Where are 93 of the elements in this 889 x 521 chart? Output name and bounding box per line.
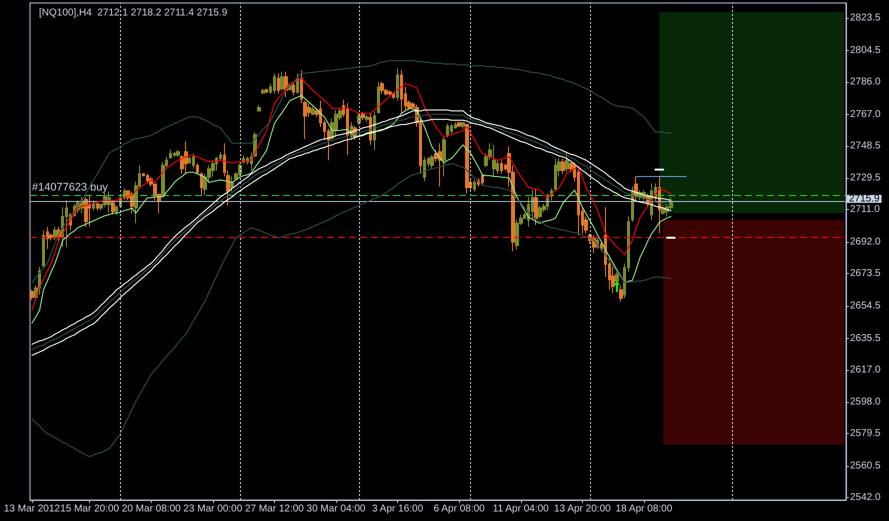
y-tick-label: 2560.5	[850, 460, 882, 472]
candlestick	[292, 81, 295, 96]
candlestick	[257, 104, 261, 112]
y-tick-label: 2654.5	[850, 300, 882, 312]
candlestick	[230, 176, 234, 192]
candlestick	[111, 200, 115, 216]
y-tick-label: 2767.0	[850, 108, 882, 120]
chart-title: [NQ100],H4 2712.1 2718.2 2711.4 2715.9	[39, 8, 228, 18]
x-tick-label: 15 Mar 20:00	[60, 504, 120, 514]
candlestick	[465, 123, 469, 194]
candlestick	[65, 200, 68, 248]
candlestick	[357, 112, 361, 126]
candlestick	[200, 172, 203, 196]
candlestick	[388, 90, 392, 96]
candlestick	[96, 202, 99, 212]
x-tick-label: 18 Apr 08:00	[616, 504, 673, 514]
candlestick	[146, 173, 149, 184]
y-tick-label: 2786.0	[850, 76, 882, 88]
candlestick	[442, 136, 446, 177]
line-series	[31, 60, 672, 284]
candlestick	[277, 72, 280, 94]
candlestick	[169, 148, 172, 160]
candlestick	[84, 196, 88, 228]
candlestick	[365, 114, 369, 122]
candlestick	[492, 144, 496, 177]
candlestick	[515, 219, 519, 250]
candlestick	[184, 141, 188, 174]
y-tick-label: 2598.0	[850, 396, 882, 408]
candlestick	[88, 194, 91, 228]
candlestick	[161, 161, 165, 197]
line-series	[31, 163, 672, 458]
y-tick-label: 2635.5	[850, 332, 882, 344]
candlestick	[92, 200, 95, 212]
y-tick-label: 2617.0	[850, 364, 882, 376]
candlestick	[265, 88, 268, 94]
candlestick	[538, 204, 542, 219]
candlestick	[423, 156, 426, 182]
candlestick	[334, 110, 338, 138]
y-tick-label: 2711.0	[850, 204, 880, 216]
candlestick	[42, 230, 45, 268]
candlestick	[554, 158, 557, 191]
candlestick	[457, 121, 461, 128]
candlestick	[377, 81, 380, 114]
candlestick	[173, 151, 176, 158]
candlestick	[450, 123, 453, 134]
candlestick	[176, 150, 180, 158]
y-tick-label: 2823.5	[850, 12, 882, 24]
candlestick	[346, 102, 349, 156]
y-tick-label: 2673.5	[850, 268, 882, 280]
candlestick	[430, 154, 434, 170]
y-tick-label: 2804.5	[850, 44, 882, 56]
candlestick	[661, 204, 665, 216]
candlestick	[438, 142, 442, 188]
y-tick-label: 2542.0	[850, 492, 882, 504]
candlestick	[481, 173, 484, 186]
candlestick	[446, 123, 449, 138]
candlestick	[561, 158, 565, 174]
y-tick-label: 2729.5	[850, 172, 882, 184]
candlestick	[396, 68, 399, 102]
candlestick	[30, 289, 34, 300]
x-tick-label: 27 Mar 12:00	[244, 504, 304, 514]
candlestick	[196, 163, 199, 174]
candlestick	[296, 72, 299, 94]
candlestick	[619, 284, 623, 302]
ref-line-label: 2715.9	[849, 193, 880, 204]
candlestick	[473, 179, 476, 192]
candlestick	[311, 106, 315, 116]
x-tick-label: 6 Apr 08:00	[434, 504, 486, 514]
candlestick	[53, 226, 57, 241]
x-tick-label: 23 Mar 00:00	[183, 504, 243, 514]
candlestick	[46, 226, 49, 250]
x-tick-label: 11 Apr 04:00	[492, 504, 550, 514]
candlestick	[261, 88, 265, 94]
y-tick-label: 2579.5	[850, 428, 882, 440]
y-tick-label: 2748.5	[850, 140, 882, 152]
candlestick	[500, 160, 503, 174]
candlestick	[534, 188, 538, 226]
candlestick	[400, 69, 403, 114]
candlestick	[238, 163, 242, 177]
candlestick	[361, 111, 365, 121]
x-tick-label: 3 Apr 16:00	[372, 504, 424, 514]
x-tick-label: 13 Mar 2012	[4, 504, 60, 514]
x-tick-label: 13 Apr 20:00	[554, 504, 612, 514]
candlestick	[192, 152, 195, 170]
candlestick	[280, 71, 284, 91]
candlestick	[461, 121, 465, 130]
ref-line-label: #14077623 buy	[32, 182, 108, 194]
x-tick-label: 20 Mar 08:00	[122, 504, 182, 514]
candlestick	[380, 81, 384, 94]
candlestick	[565, 151, 569, 173]
candlestick	[273, 72, 276, 94]
x-tick-label: 30 Mar 04:00	[306, 504, 366, 514]
y-tick-label: 2692.0	[850, 236, 882, 248]
